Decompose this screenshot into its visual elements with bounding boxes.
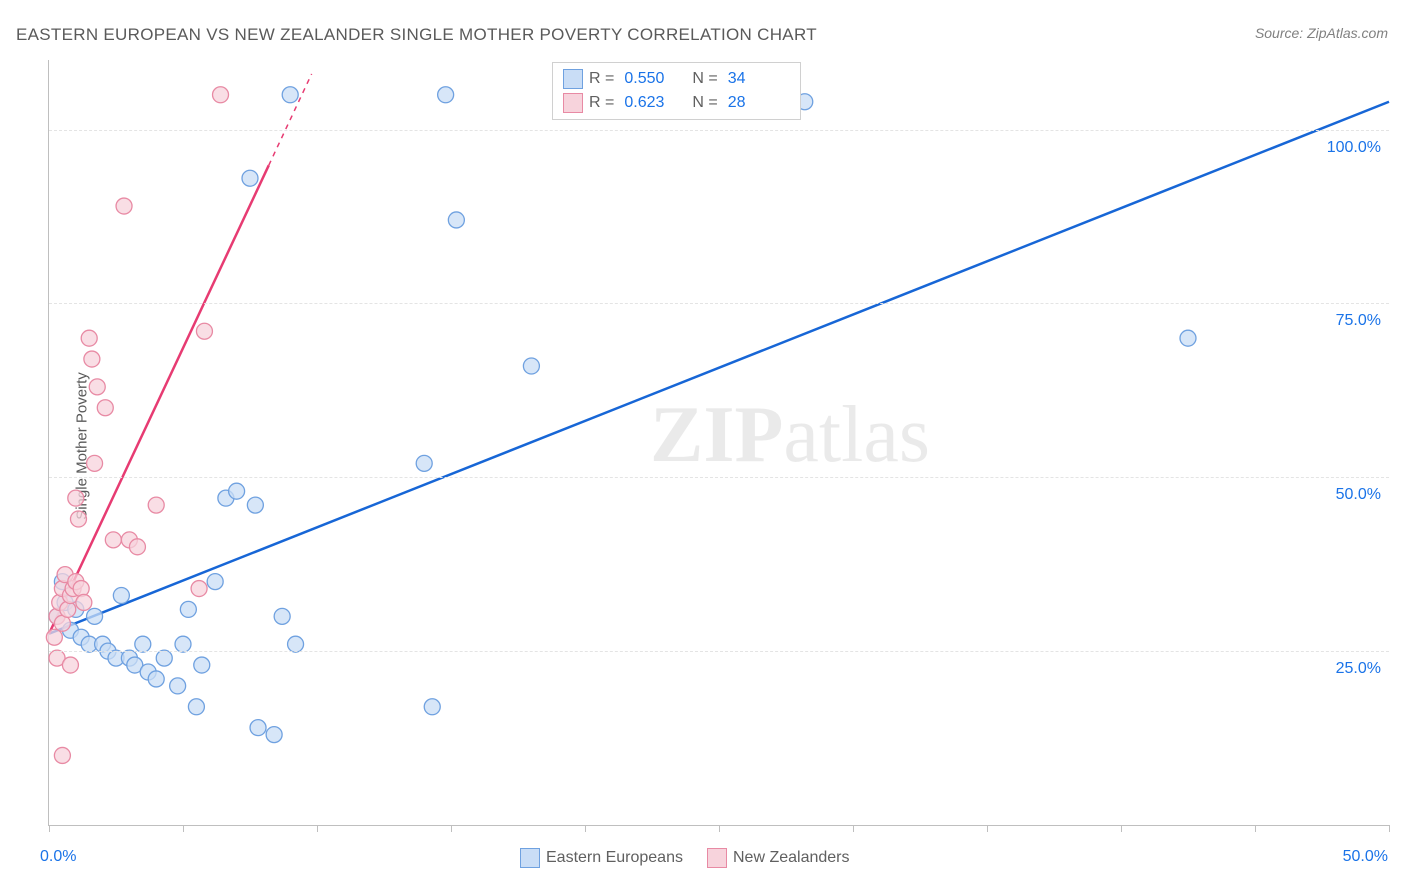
stats-legend-row: R = 0.623 N = 28 xyxy=(563,91,790,115)
gridline-h xyxy=(49,130,1389,131)
y-tick-label: 75.0% xyxy=(1336,312,1381,330)
data-point xyxy=(73,581,89,597)
x-tick xyxy=(451,825,452,832)
r-label: R = xyxy=(589,94,614,112)
data-point xyxy=(54,747,70,763)
data-point xyxy=(523,358,539,374)
n-label: N = xyxy=(692,70,717,88)
data-point xyxy=(87,455,103,471)
legend-label: Eastern Europeans xyxy=(546,849,683,866)
x-tick xyxy=(317,825,318,832)
legend-swatch xyxy=(563,69,583,89)
data-point xyxy=(81,330,97,346)
data-point xyxy=(242,170,258,186)
y-tick-label: 100.0% xyxy=(1327,139,1381,157)
trend-line xyxy=(49,165,269,633)
x-axis-max-label: 50.0% xyxy=(1343,848,1388,866)
series-legend: Eastern Europeans New Zealanders xyxy=(520,848,849,868)
data-point xyxy=(148,497,164,513)
source-attribution: Source: ZipAtlas.com xyxy=(1255,25,1388,41)
gridline-h xyxy=(49,303,1389,304)
data-point xyxy=(70,511,86,527)
x-tick xyxy=(183,825,184,832)
data-point xyxy=(113,588,129,604)
r-value: 0.623 xyxy=(624,94,672,112)
data-point xyxy=(87,608,103,624)
gridline-h xyxy=(49,477,1389,478)
x-axis-min-label: 0.0% xyxy=(40,848,76,866)
n-value: 28 xyxy=(728,94,776,112)
data-point xyxy=(416,455,432,471)
legend-item: Eastern Europeans xyxy=(520,848,683,868)
data-point xyxy=(207,574,223,590)
data-point xyxy=(229,483,245,499)
y-tick-label: 50.0% xyxy=(1336,486,1381,504)
page-root: EASTERN EUROPEAN VS NEW ZEALANDER SINGLE… xyxy=(0,0,1406,892)
data-point xyxy=(247,497,263,513)
r-label: R = xyxy=(589,70,614,88)
data-point xyxy=(76,594,92,610)
n-value: 34 xyxy=(728,70,776,88)
x-tick xyxy=(1255,825,1256,832)
y-tick-label: 25.0% xyxy=(1336,660,1381,678)
data-point xyxy=(266,727,282,743)
data-point xyxy=(194,657,210,673)
data-point xyxy=(282,87,298,103)
data-point xyxy=(156,650,172,666)
data-point xyxy=(213,87,229,103)
data-point xyxy=(170,678,186,694)
x-tick xyxy=(853,825,854,832)
data-point xyxy=(175,636,191,652)
data-point xyxy=(188,699,204,715)
data-point xyxy=(68,490,84,506)
data-point xyxy=(84,351,100,367)
data-point xyxy=(46,629,62,645)
data-point xyxy=(60,601,76,617)
legend-item: New Zealanders xyxy=(707,848,850,868)
data-point xyxy=(288,636,304,652)
data-point xyxy=(191,581,207,597)
data-point xyxy=(448,212,464,228)
x-tick xyxy=(1389,825,1390,832)
x-tick xyxy=(987,825,988,832)
data-point xyxy=(180,601,196,617)
chart-title: EASTERN EUROPEAN VS NEW ZEALANDER SINGLE… xyxy=(16,25,817,45)
data-point xyxy=(129,539,145,555)
legend-swatch xyxy=(520,848,540,868)
data-point xyxy=(424,699,440,715)
stats-legend: R = 0.550 N = 34 R = 0.623 N = 28 xyxy=(552,62,801,120)
chart-plot-area: 25.0% 50.0% 75.0% 100.0% xyxy=(48,60,1389,826)
data-point xyxy=(148,671,164,687)
x-tick xyxy=(49,825,50,832)
x-tick xyxy=(585,825,586,832)
chart-svg xyxy=(49,60,1389,825)
x-tick xyxy=(719,825,720,832)
data-point xyxy=(97,400,113,416)
data-point xyxy=(196,323,212,339)
x-tick xyxy=(1121,825,1122,832)
data-point xyxy=(250,720,266,736)
data-point xyxy=(438,87,454,103)
n-label: N = xyxy=(692,94,717,112)
legend-swatch xyxy=(563,93,583,113)
gridline-h xyxy=(49,651,1389,652)
data-point xyxy=(62,657,78,673)
data-point xyxy=(1180,330,1196,346)
data-point xyxy=(116,198,132,214)
legend-swatch xyxy=(707,848,727,868)
r-value: 0.550 xyxy=(624,70,672,88)
data-point xyxy=(135,636,151,652)
legend-label: New Zealanders xyxy=(733,849,850,866)
data-point xyxy=(274,608,290,624)
data-point xyxy=(89,379,105,395)
data-point xyxy=(105,532,121,548)
stats-legend-row: R = 0.550 N = 34 xyxy=(563,67,790,91)
